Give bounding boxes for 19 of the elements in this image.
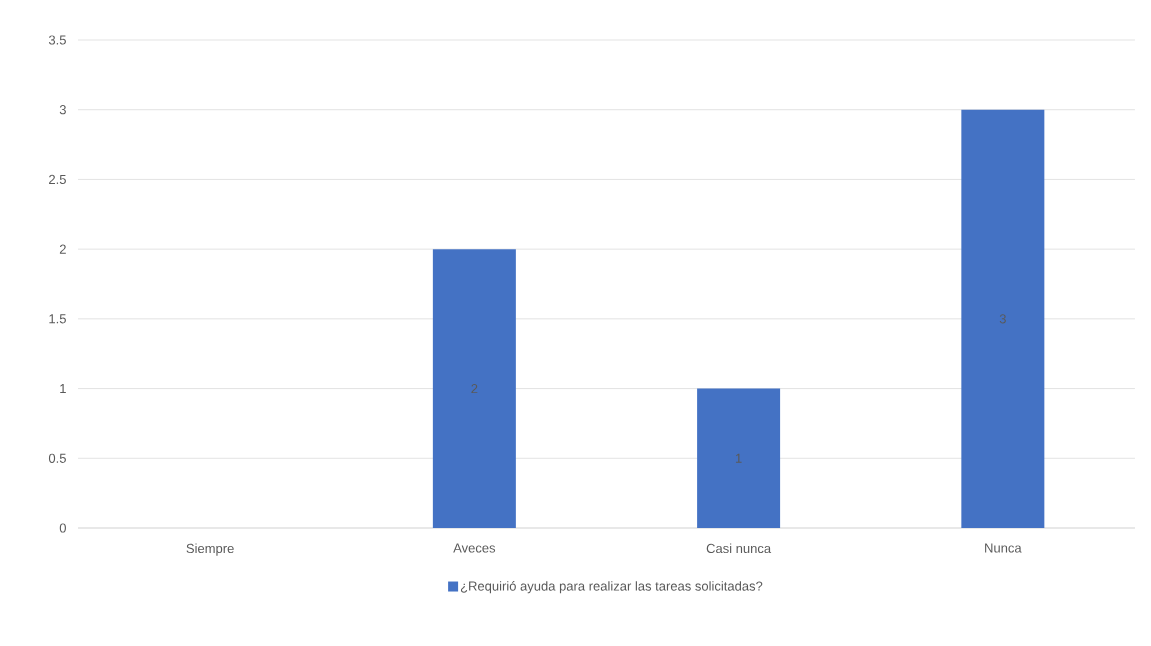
y-tick-label: 3.5 bbox=[48, 35, 66, 45]
bar bbox=[961, 109, 1045, 528]
data-label: 2 bbox=[471, 384, 478, 394]
x-tick-label: Casi nunca bbox=[706, 543, 772, 554]
x-tick-label: Aveces bbox=[453, 543, 496, 553]
y-tick-label: 0 bbox=[59, 523, 66, 533]
legend-label: ¿Requirió ayuda para realizar las tareas solicitadas? bbox=[460, 580, 763, 594]
data-label: 3 bbox=[999, 314, 1006, 324]
x-tick-label: Siempre bbox=[186, 543, 234, 556]
y-tick-label: 0.5 bbox=[48, 453, 66, 463]
y-tick-label: 3 bbox=[59, 105, 66, 115]
y-tick-label: 2.5 bbox=[49, 174, 66, 185]
y-tick-label: 1 bbox=[60, 384, 66, 394]
bar bbox=[432, 249, 516, 528]
y-tick-label: 1.5 bbox=[49, 314, 66, 324]
bar bbox=[697, 388, 781, 528]
data-label: 1 bbox=[735, 453, 742, 463]
x-tick-label: Nunca bbox=[985, 543, 1022, 553]
y-tick-label: 2 bbox=[59, 244, 66, 254]
